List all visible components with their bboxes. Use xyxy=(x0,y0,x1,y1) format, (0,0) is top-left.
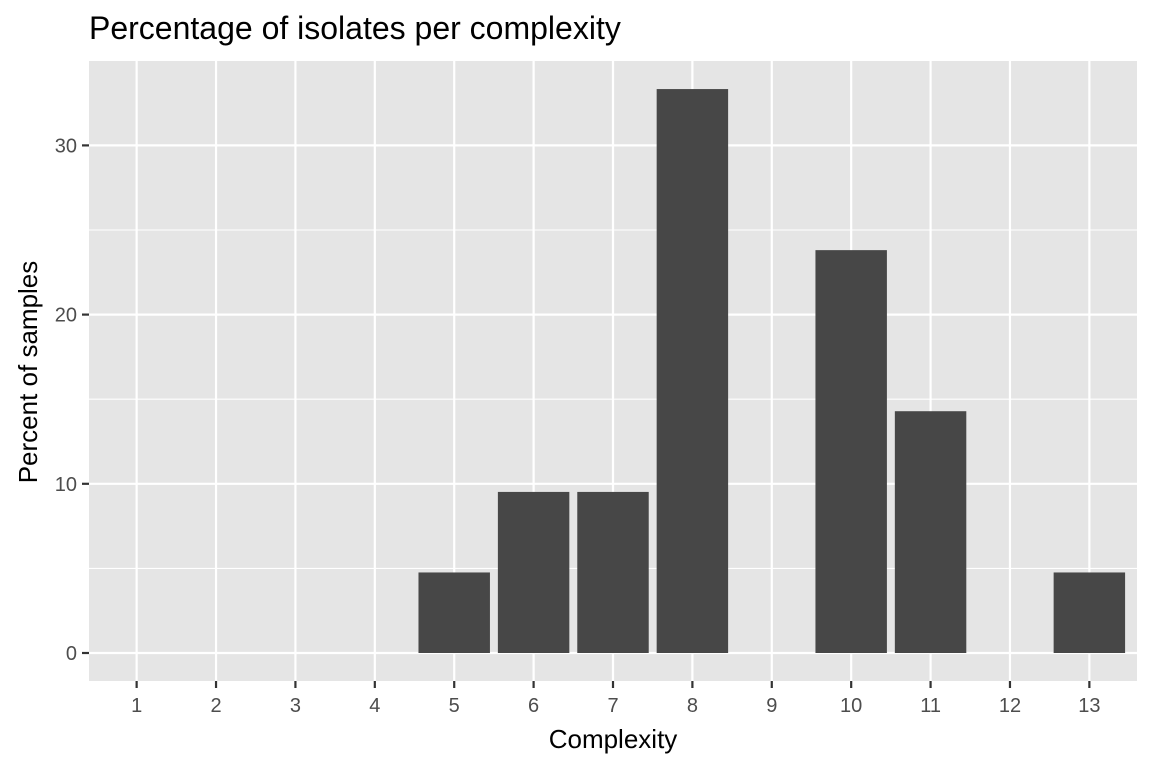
x-tick-label: 6 xyxy=(528,695,539,717)
x-tick-label: 5 xyxy=(449,695,460,717)
x-tick-label: 7 xyxy=(607,695,618,717)
x-tick-label: 12 xyxy=(999,695,1021,717)
x-tick-label: 3 xyxy=(290,695,301,717)
bar-13 xyxy=(1053,572,1126,653)
bar-10 xyxy=(815,250,887,653)
y-tick-label: 0 xyxy=(66,643,77,665)
y-tick-label: 20 xyxy=(55,305,77,327)
y-axis: 0 10 20 30 xyxy=(55,135,89,665)
bar-8 xyxy=(656,89,729,653)
x-tick-label: 1 xyxy=(131,695,142,717)
x-tick-label: 4 xyxy=(369,695,380,717)
y-tick-label: 30 xyxy=(55,135,77,157)
x-tick-label: 10 xyxy=(840,695,862,717)
x-axis: 1 2 3 4 5 6 7 8 9 10 11 12 13 xyxy=(131,681,1100,717)
x-tick-label: 9 xyxy=(766,695,777,717)
x-tick-label: 13 xyxy=(1078,695,1100,717)
x-tick-label: 8 xyxy=(687,695,698,717)
bar-6 xyxy=(497,491,570,653)
bars xyxy=(418,89,1126,653)
bar-7 xyxy=(577,491,649,653)
bar-5 xyxy=(418,572,490,653)
chart-title: Percentage of isolates per complexity xyxy=(89,10,621,46)
bar-11 xyxy=(894,411,967,653)
y-axis-title: Percent of samples xyxy=(13,261,43,484)
y-tick-label: 10 xyxy=(55,474,77,496)
x-tick-label: 2 xyxy=(210,695,221,717)
x-axis-title: Complexity xyxy=(549,724,678,754)
x-tick-label: 11 xyxy=(920,695,941,717)
